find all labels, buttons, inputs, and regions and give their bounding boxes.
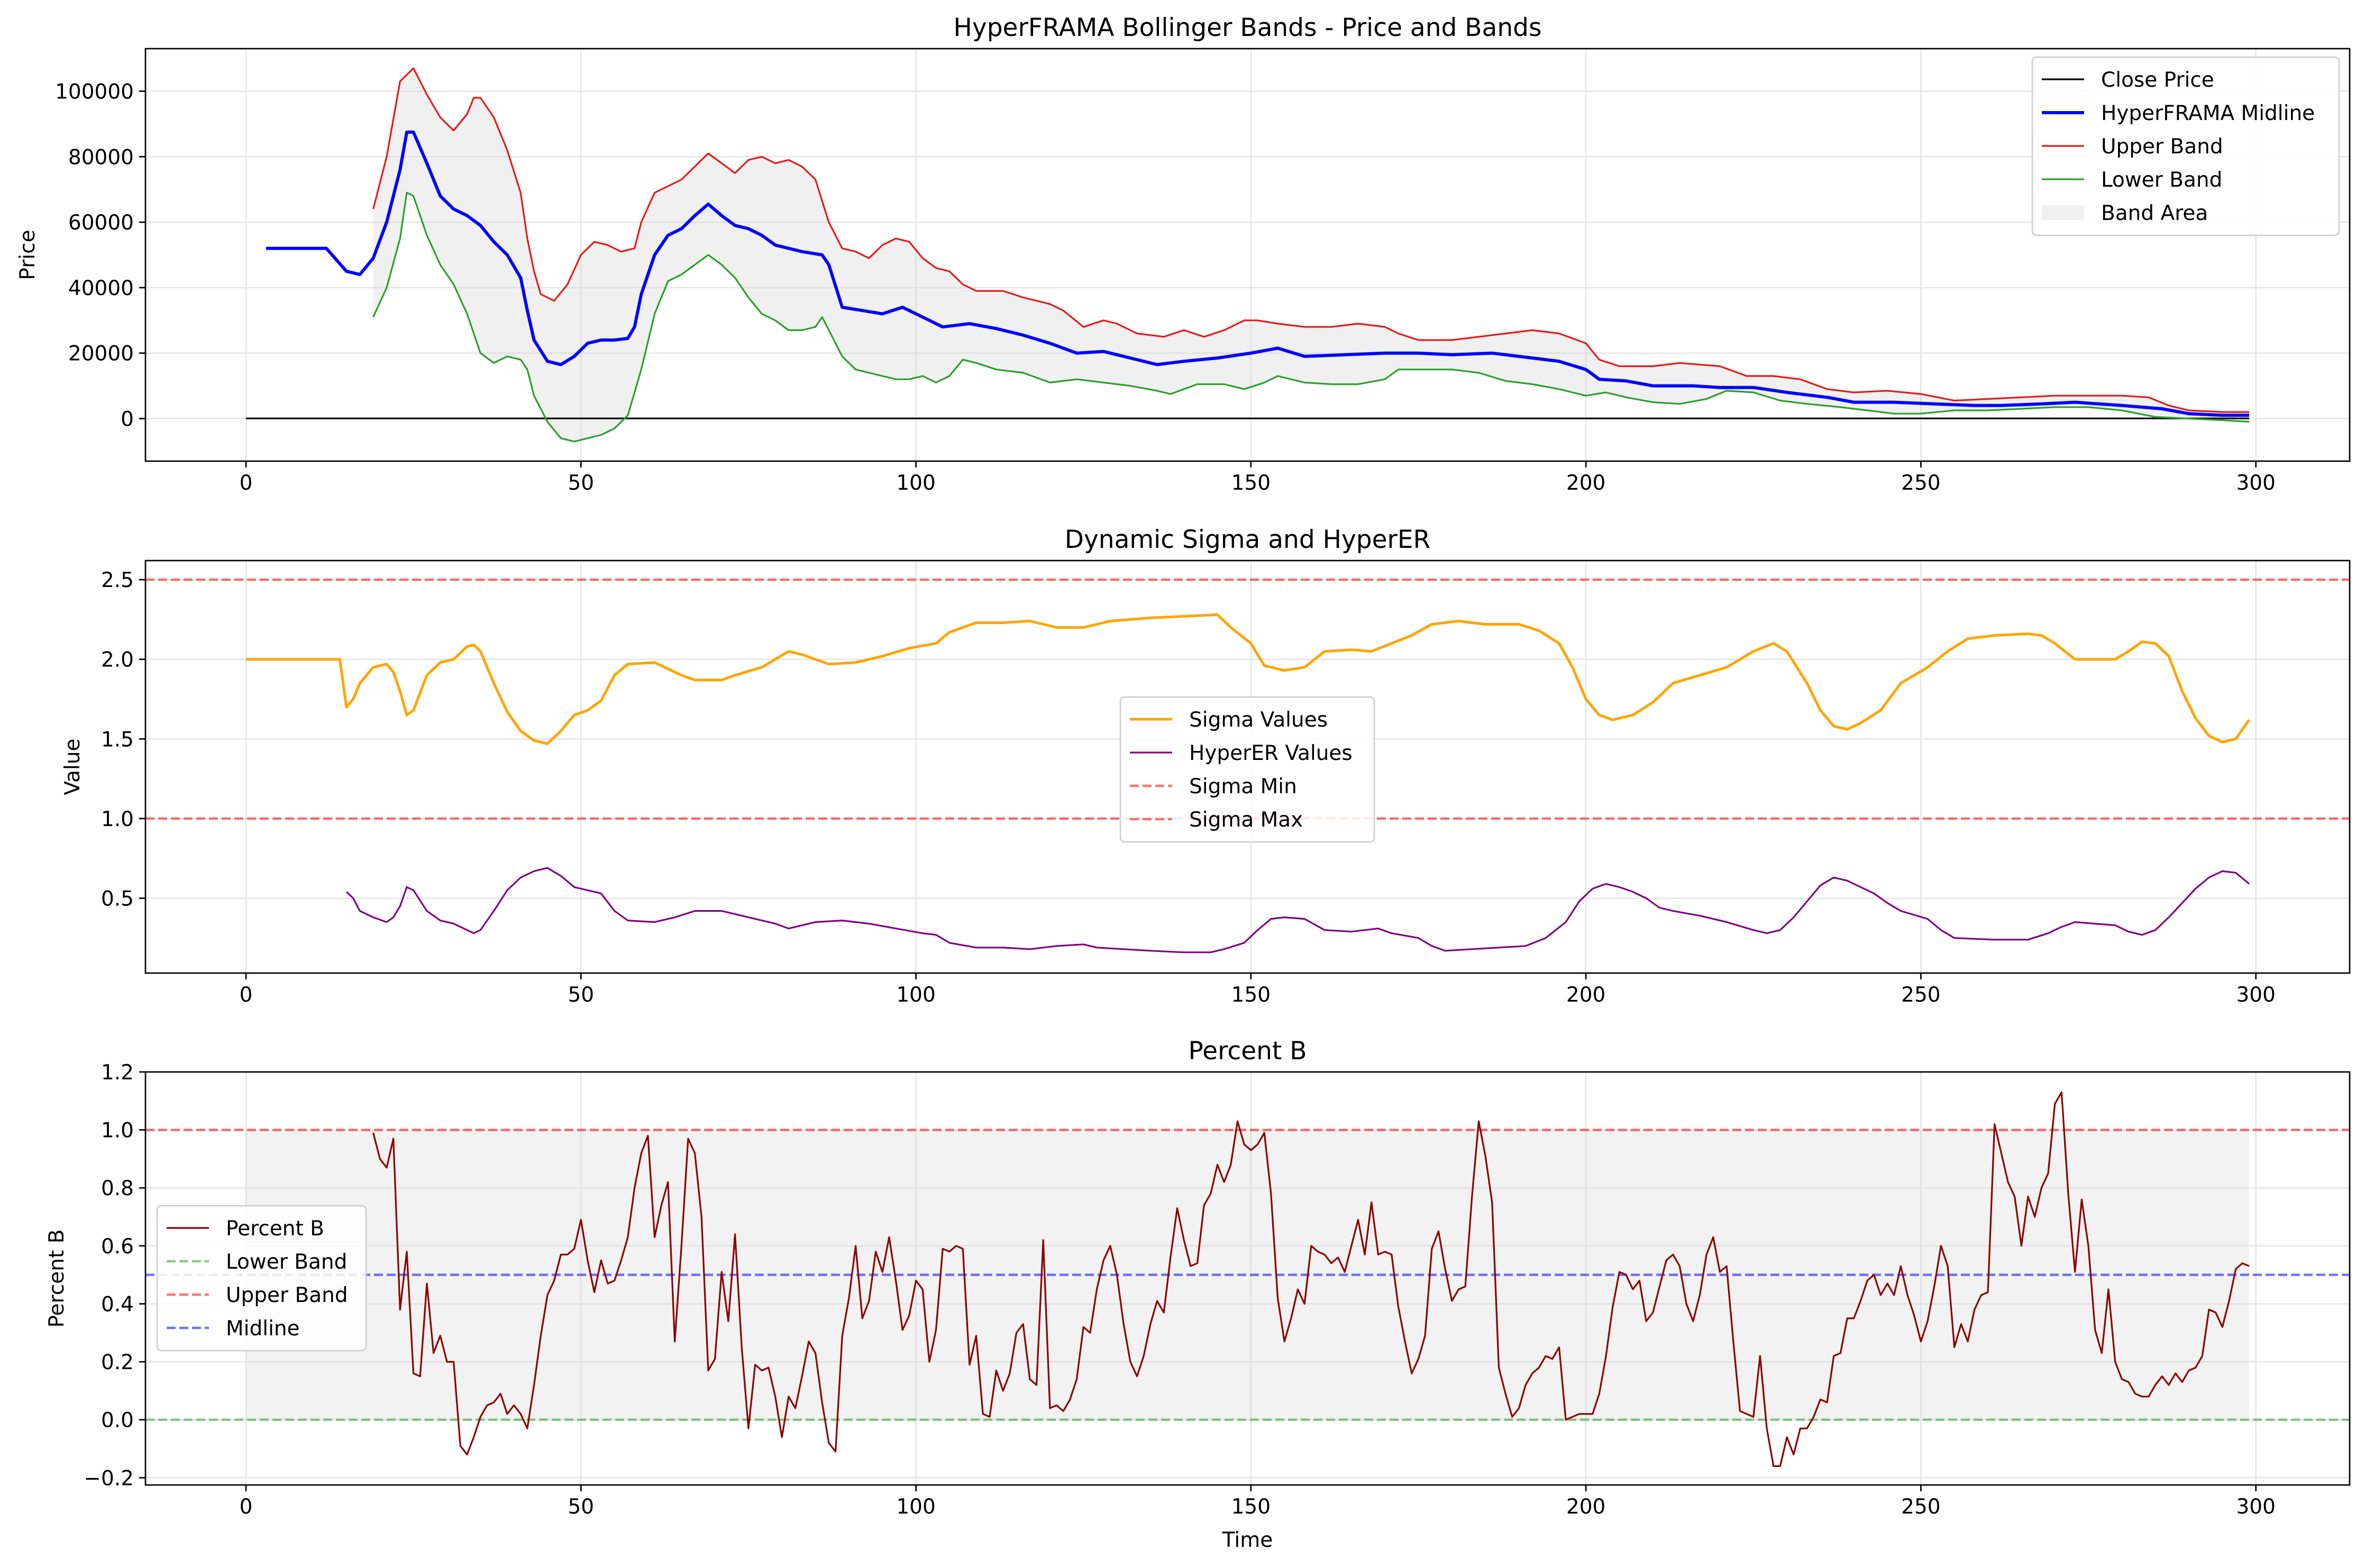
band-area (373, 68, 2249, 442)
chart-panel-2: 0 50 100 150 200 250 300 0.5 1.0 1.5 2.0 2.5 Dynamic… (61, 525, 2351, 1007)
x-tick-label: 300 (2236, 1495, 2275, 1519)
y-tick-label: 20000 (68, 342, 134, 366)
x-tick-label: 200 (1566, 471, 1605, 495)
x-tick-label: 200 (1566, 983, 1605, 1007)
chart-title: Percent B (1188, 1037, 1307, 1066)
y-tick-label: 1.2 (101, 1061, 134, 1085)
x-tick-label: 300 (2236, 471, 2275, 495)
legend-label: Close Price (2101, 68, 2214, 92)
x-tick-label: 100 (896, 983, 935, 1007)
x-tick-label: 50 (568, 983, 594, 1007)
y-tick-label: 1.5 (101, 728, 134, 751)
series-line-hyperframa-midline (266, 130, 2249, 417)
y-tick-label: 1.0 (101, 808, 134, 831)
x-tick-label: 200 (1566, 1495, 1605, 1519)
x-tick-label: 0 (240, 983, 253, 1007)
x-tick-label: 0 (240, 471, 253, 495)
axes-frame (144, 48, 2351, 462)
axes-frame (144, 560, 2351, 974)
legend-label: Midline (226, 1317, 300, 1341)
y-tick-label: −0.2 (84, 1466, 134, 1490)
series-line-sigma-values (246, 613, 2251, 745)
chart-title: Dynamic Sigma and HyperER (1065, 525, 1430, 554)
legend: Percent B Lower Band Upper Band Midline (156, 1205, 367, 1352)
legend-label: Sigma Values (1189, 708, 1328, 732)
x-tick-label: 100 (896, 1495, 935, 1519)
legend-label: Sigma Max (1189, 808, 1303, 832)
y-tick-label: 2.5 (101, 568, 134, 592)
series-line-hyperer-values (345, 867, 2250, 953)
axes-frame (144, 1071, 2351, 1486)
legend-box (1119, 696, 1375, 843)
series-line-upper-band (372, 67, 2249, 413)
x-tick-label: 150 (1231, 1495, 1271, 1519)
x-axis-label: Time (1222, 1528, 1273, 1552)
x-tick-label: 100 (896, 471, 935, 495)
y-tick-label: 0.4 (101, 1292, 134, 1316)
y-axis-label: Percent B (45, 1230, 69, 1328)
legend: Sigma Values HyperER Values Sigma Min Sigma… (1119, 696, 1375, 843)
y-tick-label: 0.0 (101, 1409, 134, 1433)
y-axis-label: Price (16, 230, 40, 280)
y-tick-label: 1.0 (101, 1119, 134, 1143)
x-tick-label: 150 (1231, 471, 1271, 495)
series-line-lower-band (372, 191, 2250, 443)
legend-box (156, 1205, 367, 1352)
y-tick-label: 0.6 (101, 1235, 134, 1259)
x-tick-label: 250 (1901, 983, 1940, 1007)
y-tick-label: 0.5 (101, 887, 134, 911)
x-tick-label: 0 (240, 1495, 253, 1519)
legend-swatch (2042, 205, 2084, 220)
legend-label: Sigma Min (1189, 775, 1297, 799)
x-tick-label: 300 (2236, 983, 2275, 1007)
legend-label: Upper Band (226, 1283, 348, 1307)
y-tick-label: 0.8 (101, 1177, 134, 1200)
chart-panel-3: 0 50 100 150 200 250 300 −0.2 0.0 0.2 0.4 0.6 0.8 1.0… (45, 1037, 2351, 1552)
y-tick-label: 80000 (68, 145, 134, 169)
plot-area (145, 1091, 2350, 1467)
legend: Close Price HyperFRAMA Midline Upper Band L… (2031, 56, 2340, 236)
legend-label: Upper Band (2101, 135, 2223, 159)
x-tick-label: 250 (1901, 471, 1940, 495)
y-tick-label: 0.2 (101, 1351, 134, 1374)
legend-label: HyperFRAMA Midline (2101, 102, 2315, 125)
legend-label: Percent B (226, 1217, 324, 1241)
series-line-percent-b (372, 1091, 2250, 1467)
chart-panel-1: 0 50 100 150 200 250 300 0 20000 40000 60000 80000 1… (16, 13, 2351, 495)
legend-label: HyperER Values (1189, 741, 1353, 765)
x-tick-label: 50 (568, 1495, 594, 1519)
legend-label: Band Area (2101, 201, 2208, 225)
y-axis-label: Value (61, 738, 85, 795)
legend-label: Lower Band (2101, 168, 2222, 192)
y-tick-label: 100000 (55, 80, 134, 104)
legend-label: Lower Band (226, 1250, 347, 1274)
x-tick-label: 150 (1231, 983, 1271, 1007)
y-tick-label: 60000 (68, 211, 134, 235)
y-tick-label: 40000 (68, 277, 134, 300)
x-tick-label: 50 (568, 471, 594, 495)
chart-title: HyperFRAMA Bollinger Bands - Price and B… (954, 13, 1542, 42)
x-tick-label: 250 (1901, 1495, 1940, 1519)
y-tick-label: 2.0 (101, 648, 134, 672)
legend-box (2031, 56, 2340, 236)
y-tick-label: 0 (121, 408, 134, 432)
plot-area (246, 67, 2250, 443)
plot-area (145, 578, 2350, 953)
